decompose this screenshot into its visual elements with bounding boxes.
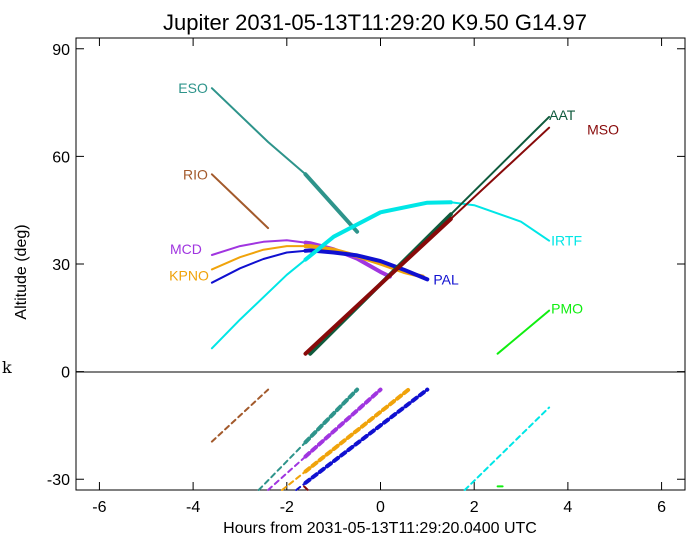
x-tick-label: 6 (657, 499, 666, 516)
series-line-eso-observable (303, 172, 360, 234)
y-tick-label: 60 (52, 149, 70, 166)
dashed-series-line-observable (303, 387, 430, 485)
series-label-pal: PAL (433, 271, 459, 287)
series-line-irtf-observable (303, 200, 453, 262)
series-line-rio (210, 173, 270, 230)
dashed-series-line-observable (303, 387, 383, 459)
y-tick-label: 30 (52, 257, 70, 274)
dashed-series-line (463, 406, 551, 491)
series-label-pmo: PMO (551, 301, 583, 317)
series-layer (210, 87, 551, 491)
dashed-series-line-observable (303, 387, 360, 445)
series-line-mso-observable (303, 217, 453, 356)
stray-letter: k (2, 358, 12, 377)
dashed-series-line (303, 485, 309, 491)
series-label-mso: MSO (587, 122, 619, 138)
x-tick-label: 2 (470, 499, 479, 516)
y-axis-label: Altitude (deg) (13, 224, 30, 319)
series-line-irtf (210, 201, 551, 350)
y-tick-label: 90 (52, 42, 70, 59)
y-tick-label: 0 (61, 365, 70, 382)
x-tick-label: 0 (376, 499, 385, 516)
x-tick-label: -6 (92, 499, 106, 516)
series-label-mcd: MCD (170, 241, 202, 257)
x-tick-label: 4 (563, 499, 572, 516)
dashed-series-line-observable (303, 387, 411, 474)
series-line-pmo (496, 309, 551, 355)
x-tick-label: -2 (280, 499, 294, 516)
chart-title: Jupiter 2031-05-13T11:29:20 K9.50 G14.97 (163, 10, 587, 35)
series-label-eso: ESO (178, 80, 208, 96)
dashed-series-line (210, 388, 270, 443)
series-labels: ESO RIO MCD KPNO PAL IRTF AAT MSO PMO (169, 80, 619, 316)
series-label-kpno: KPNO (169, 267, 209, 283)
y-tick-label: -30 (47, 472, 70, 489)
axis-ticks: -6 -4 -2 0 2 4 6 90 60 30 0 -30 (47, 38, 685, 516)
series-label-irtf: IRTF (551, 233, 582, 249)
x-tick-label: -4 (186, 499, 200, 516)
x-axis-label: Hours from 2031-05-13T11:29:20.0400 UTC (223, 520, 537, 537)
series-line-pal-observable (303, 248, 430, 282)
series-label-rio: RIO (183, 166, 208, 182)
series-label-aat: AAT (549, 107, 576, 123)
